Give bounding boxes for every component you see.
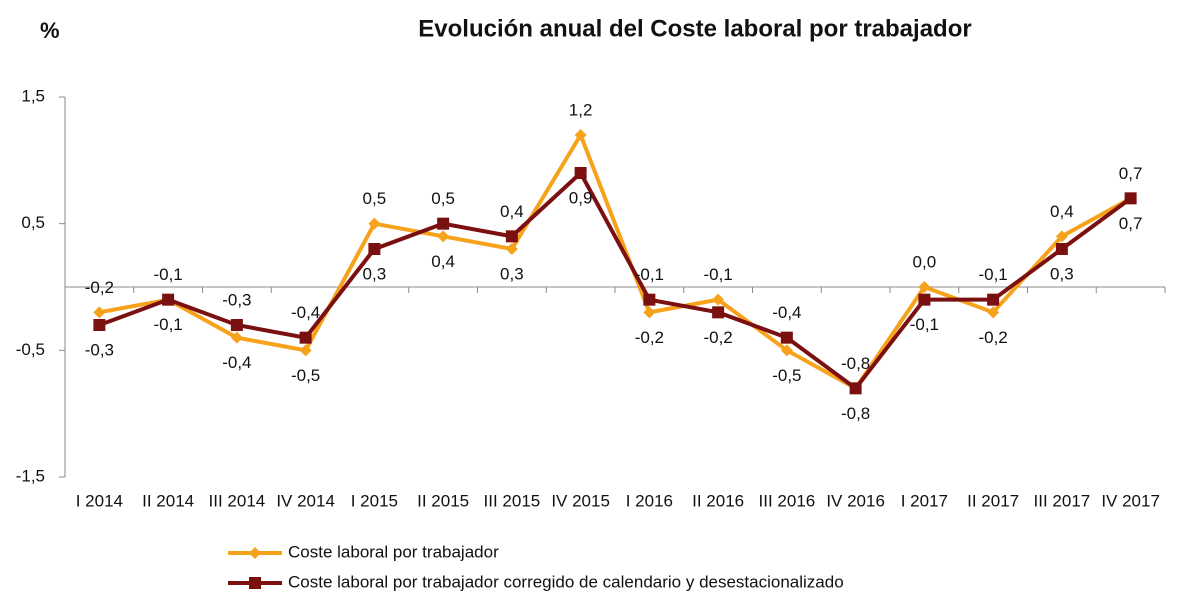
data-point bbox=[849, 382, 862, 395]
legend-label: Coste laboral por trabajador bbox=[288, 542, 499, 561]
x-tick-label: IV 2015 bbox=[551, 491, 610, 510]
data-label: -0,1 bbox=[635, 265, 664, 284]
legend-label: Coste laboral por trabajador corregido d… bbox=[288, 572, 844, 591]
data-label: -0,1 bbox=[153, 315, 182, 334]
data-point bbox=[780, 331, 793, 344]
series-line bbox=[98, 169, 1132, 392]
data-label: 0,0 bbox=[913, 252, 937, 271]
data-label: -0,5 bbox=[291, 366, 320, 385]
data-label: -0,1 bbox=[703, 265, 732, 284]
legend-marker bbox=[249, 547, 261, 559]
data-point bbox=[1055, 230, 1068, 243]
x-tick-label: III 2014 bbox=[209, 491, 266, 510]
data-point bbox=[1055, 243, 1068, 255]
data-point bbox=[230, 331, 243, 344]
data-label: -0,8 bbox=[841, 404, 870, 423]
data-label: -0,3 bbox=[85, 340, 114, 359]
x-tick-label: IV 2017 bbox=[1101, 491, 1160, 510]
data-point bbox=[230, 319, 243, 331]
data-label: -0,4 bbox=[772, 303, 801, 322]
y-unit: % bbox=[40, 18, 60, 43]
data-label: 1,2 bbox=[569, 100, 593, 119]
data-label: 0,3 bbox=[1050, 264, 1074, 283]
x-tick-label: IV 2016 bbox=[826, 491, 885, 510]
x-tick-label: III 2017 bbox=[1034, 491, 1091, 510]
data-label: -0,1 bbox=[978, 265, 1007, 284]
data-label: -0,2 bbox=[85, 278, 114, 297]
data-point bbox=[918, 281, 931, 293]
data-label: 0,3 bbox=[363, 264, 387, 283]
data-point bbox=[93, 319, 106, 331]
data-point bbox=[299, 344, 312, 357]
data-point bbox=[643, 306, 656, 319]
x-tick-label: I 2014 bbox=[76, 491, 123, 510]
y-tick-label: 0,5 bbox=[21, 213, 45, 232]
data-label: -0,1 bbox=[910, 315, 939, 334]
data-point bbox=[162, 293, 175, 306]
y-tick-label: -0,5 bbox=[16, 340, 45, 359]
data-point bbox=[712, 293, 725, 306]
data-label: -0,8 bbox=[841, 354, 870, 373]
data-point bbox=[437, 217, 450, 230]
data-label: -0,2 bbox=[703, 328, 732, 347]
y-tick-label: 1,5 bbox=[21, 86, 45, 105]
data-point bbox=[437, 230, 450, 243]
data-point bbox=[93, 306, 106, 319]
data-point bbox=[368, 243, 381, 255]
x-tick-label: III 2016 bbox=[759, 491, 816, 510]
data-point bbox=[368, 217, 381, 230]
x-tick-label: IV 2014 bbox=[276, 491, 335, 510]
data-label: 0,7 bbox=[1119, 214, 1143, 233]
data-label: -0,2 bbox=[978, 328, 1007, 347]
data-label: -0,3 bbox=[222, 290, 251, 309]
data-label: 0,7 bbox=[1119, 164, 1143, 183]
data-label: 0,4 bbox=[431, 252, 455, 271]
data-point bbox=[1124, 192, 1137, 205]
data-label: 0,4 bbox=[500, 202, 524, 221]
data-label: -0,4 bbox=[291, 303, 320, 322]
data-label: -0,4 bbox=[222, 353, 251, 372]
data-label: 0,5 bbox=[431, 189, 455, 208]
data-point bbox=[505, 230, 518, 243]
x-tick-label: II 2014 bbox=[142, 491, 194, 510]
data-point bbox=[299, 331, 312, 344]
x-tick-label: II 2015 bbox=[417, 491, 469, 510]
chart-title: Evolución anual del Coste laboral por tr… bbox=[418, 15, 971, 42]
x-tick-label: II 2016 bbox=[692, 491, 744, 510]
x-tick-label: III 2015 bbox=[484, 491, 541, 510]
x-tick-label: I 2016 bbox=[626, 491, 673, 510]
data-point bbox=[712, 306, 725, 319]
data-point bbox=[987, 293, 1000, 306]
data-point bbox=[505, 243, 518, 255]
data-point bbox=[574, 129, 587, 141]
x-tick-label: I 2015 bbox=[351, 491, 398, 510]
data-label: 0,4 bbox=[1050, 202, 1074, 221]
x-tick-label: II 2017 bbox=[967, 491, 1019, 510]
data-point bbox=[918, 293, 931, 306]
series-line bbox=[99, 130, 1132, 391]
data-point bbox=[780, 344, 793, 357]
data-point bbox=[987, 306, 1000, 319]
y-tick-label: -1,5 bbox=[16, 466, 45, 485]
x-tick-label: I 2017 bbox=[901, 491, 948, 510]
data-label: 0,5 bbox=[363, 189, 387, 208]
data-label: 0,3 bbox=[500, 264, 524, 283]
data-point bbox=[643, 293, 656, 306]
data-label: -0,1 bbox=[153, 265, 182, 284]
data-point bbox=[574, 167, 587, 179]
data-label: -0,5 bbox=[772, 366, 801, 385]
legend-marker bbox=[249, 577, 261, 589]
data-label: 0,9 bbox=[569, 188, 593, 207]
data-label: -0,2 bbox=[635, 328, 664, 347]
